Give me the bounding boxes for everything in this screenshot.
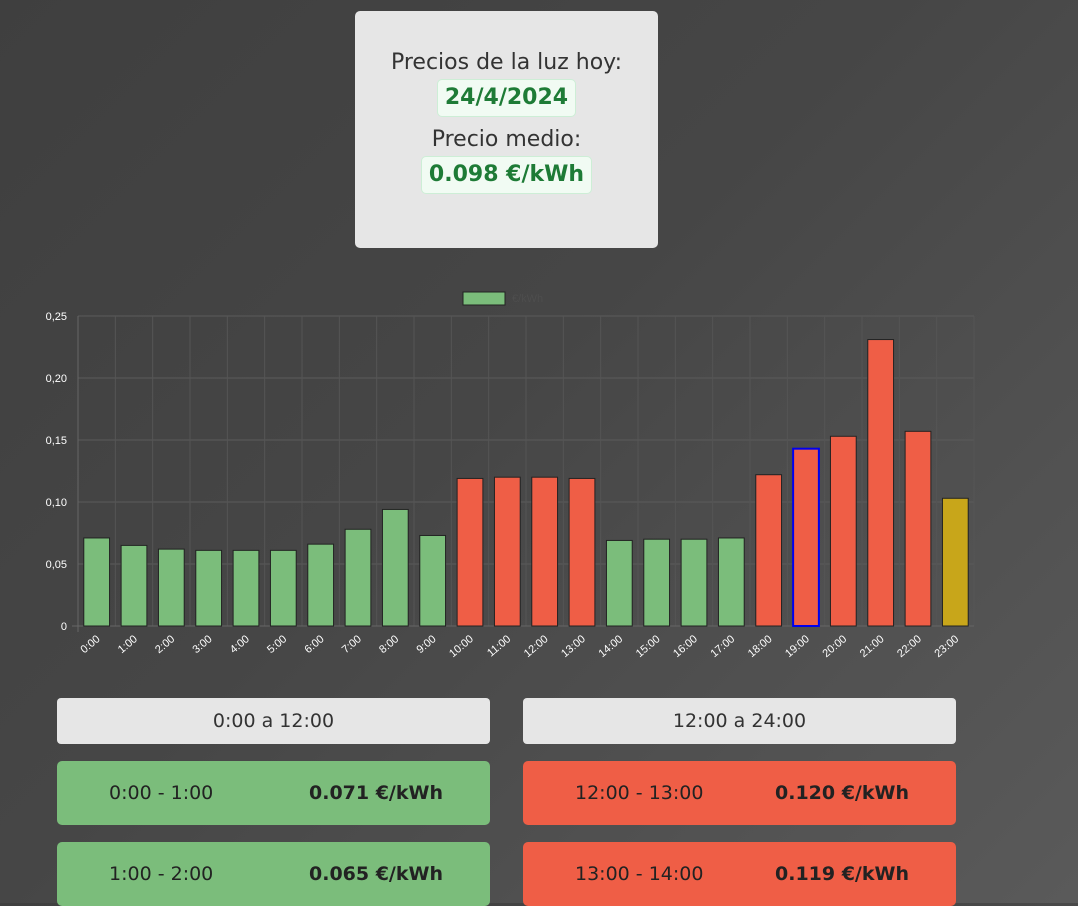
price-bar	[792, 447, 820, 627]
price-bar	[717, 537, 745, 627]
price-bar	[568, 477, 596, 627]
legend-swatch[interactable]	[462, 291, 506, 306]
price-bar	[755, 474, 783, 627]
price-bar	[157, 548, 185, 627]
hour-range: 1:00 - 2:00	[109, 863, 214, 885]
x-tick-label: 13:00	[559, 633, 588, 660]
price-bar	[456, 477, 484, 627]
hour-price: 0.071 €/kWh	[309, 782, 443, 804]
price-bar	[269, 549, 297, 627]
hour-row-12: 12:00 - 13:00 0.120 €/kWh	[523, 761, 956, 825]
chart-legend[interactable]: €/kWh	[462, 291, 543, 306]
x-tick-label: 10:00	[447, 633, 476, 660]
x-tick-label: 8:00	[377, 633, 401, 656]
x-tick-label: 12:00	[522, 633, 551, 660]
afternoon-column-header[interactable]: 12:00 a 24:00	[523, 698, 956, 744]
chart-grid	[72, 315, 975, 632]
x-tick-label: 23:00	[932, 633, 961, 660]
x-tick-label: 0:00	[78, 633, 102, 656]
x-tick-label: 19:00	[783, 633, 812, 660]
price-bar	[605, 539, 633, 627]
x-tick-label: 16:00	[671, 633, 700, 660]
x-tick-label: 9:00	[414, 633, 438, 656]
x-tick-label: 22:00	[895, 633, 924, 660]
price-bar	[867, 339, 895, 627]
hour-row-1: 1:00 - 2:00 0.065 €/kWh	[57, 842, 490, 906]
hour-range: 0:00 - 1:00	[109, 782, 214, 804]
x-tick-label: 15:00	[634, 633, 663, 660]
y-axis-labels: 0 0,05 0,10 0,15 0,20 0,25	[46, 311, 67, 633]
y-tick-label: 0,15	[46, 435, 67, 447]
average-price-badge: 0.098 €/kWh	[420, 156, 593, 194]
price-bar	[493, 476, 521, 627]
y-tick-label: 0	[61, 621, 67, 633]
date-badge: 24/4/2024	[436, 79, 577, 117]
price-summary-card: Precios de la luz hoy: 24/4/2024 Precio …	[355, 11, 658, 248]
y-tick-label: 0,05	[46, 559, 67, 571]
price-bar	[83, 537, 111, 627]
price-bar	[344, 528, 372, 627]
price-bar	[643, 538, 671, 627]
price-bar	[680, 538, 708, 627]
price-bar	[419, 534, 447, 627]
x-tick-label: 1:00	[116, 633, 140, 656]
x-tick-label: 21:00	[858, 633, 887, 660]
x-axis-labels: 0:00 1:00 2:00 3:00 4:00 5:00 6:00 7:00 8:00 9:00…	[78, 633, 961, 660]
hour-range: 12:00 - 13:00	[575, 782, 704, 804]
hour-price: 0.065 €/kWh	[309, 863, 443, 885]
price-bar	[941, 497, 969, 627]
x-tick-label: 18:00	[746, 633, 775, 660]
y-tick-label: 0,20	[46, 373, 67, 385]
x-tick-label: 3:00	[190, 633, 214, 656]
price-bar	[195, 549, 223, 627]
price-bar	[232, 549, 260, 627]
price-bar	[829, 435, 857, 627]
hour-price: 0.120 €/kWh	[775, 782, 909, 804]
x-tick-label: 14:00	[596, 633, 625, 660]
price-bar	[307, 543, 335, 627]
legend-label[interactable]: €/kWh	[512, 293, 543, 305]
price-bar	[120, 544, 148, 627]
chart-bars	[83, 339, 969, 627]
x-tick-label: 7:00	[340, 633, 364, 656]
x-tick-label: 5:00	[265, 633, 289, 656]
morning-column-header[interactable]: 0:00 a 12:00	[57, 698, 490, 744]
title-label: Precios de la luz hoy:	[390, 50, 622, 75]
hour-range: 13:00 - 14:00	[575, 863, 704, 885]
y-tick-label: 0,25	[46, 311, 67, 323]
price-bar	[381, 508, 409, 627]
price-bar	[904, 430, 932, 627]
hour-row-0: 0:00 - 1:00 0.071 €/kWh	[57, 761, 490, 825]
hour-row-13: 13:00 - 14:00 0.119 €/kWh	[523, 842, 956, 906]
average-label: Precio medio:	[431, 127, 582, 152]
x-tick-label: 20:00	[820, 633, 849, 660]
hourly-price-chart: 0 0,05 0,10 0,15 0,20 0,25 0:00 1:00 2:00 3:00 4:…	[46, 291, 975, 660]
x-tick-label: 11:00	[485, 633, 513, 659]
x-tick-label: 2:00	[153, 633, 177, 656]
y-tick-label: 0,10	[46, 497, 67, 509]
x-tick-label: 6:00	[302, 633, 326, 656]
hour-price: 0.119 €/kWh	[775, 863, 909, 885]
price-bar	[531, 476, 559, 627]
x-tick-label: 17:00	[708, 633, 737, 660]
x-tick-label: 4:00	[228, 633, 252, 656]
